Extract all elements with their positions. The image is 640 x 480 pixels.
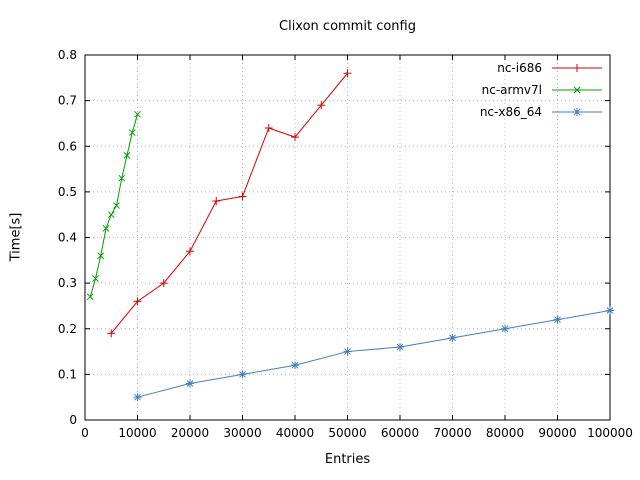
- svg-text:0.5: 0.5: [58, 185, 77, 199]
- svg-text:0.6: 0.6: [58, 139, 77, 153]
- svg-text:0.2: 0.2: [58, 322, 77, 336]
- svg-text:70000: 70000: [433, 426, 471, 440]
- svg-text:0.7: 0.7: [58, 94, 77, 108]
- svg-text:80000: 80000: [486, 426, 524, 440]
- legend-entry-nc-armv7l: nc-armv7l: [482, 83, 602, 97]
- svg-text:90000: 90000: [538, 426, 576, 440]
- chart-title: Clixon commit config: [279, 19, 416, 34]
- tick-labels: 0 10000 20000 30000 40000 50000 60000 70000 8000…: [58, 48, 633, 440]
- legend-entry-nc-x86_64: nc-x86_64: [480, 105, 602, 119]
- axis-ticks: [84, 54, 611, 421]
- series-nc-armv7l: [86, 110, 141, 301]
- legend: nc-i686 nc-armv7l nc-x86_64: [480, 61, 602, 119]
- svg-text:60000: 60000: [381, 426, 419, 440]
- svg-text:0: 0: [69, 413, 77, 427]
- svg-text:20000: 20000: [171, 426, 209, 440]
- svg-text:nc-x86_64: nc-x86_64: [480, 105, 542, 119]
- svg-text:100000: 100000: [587, 426, 633, 440]
- series-nc-i686: [107, 69, 352, 338]
- svg-text:0.1: 0.1: [58, 367, 77, 381]
- svg-text:0.4: 0.4: [58, 231, 77, 245]
- svg-text:0.3: 0.3: [58, 276, 77, 290]
- legend-entry-nc-i686: nc-i686: [497, 61, 602, 75]
- svg-text:40000: 40000: [276, 426, 314, 440]
- svg-text:10000: 10000: [118, 426, 156, 440]
- x-axis-label: Entries: [324, 452, 371, 467]
- svg-text:0: 0: [81, 426, 89, 440]
- svg-text:nc-armv7l: nc-armv7l: [482, 83, 542, 97]
- series-nc-x86_64: [133, 306, 614, 402]
- svg-text:nc-i686: nc-i686: [497, 61, 542, 75]
- svg-text:50000: 50000: [328, 426, 366, 440]
- svg-text:30000: 30000: [223, 426, 261, 440]
- svg-text:0.8: 0.8: [58, 48, 77, 62]
- y-axis-label: Time[s]: [8, 212, 24, 262]
